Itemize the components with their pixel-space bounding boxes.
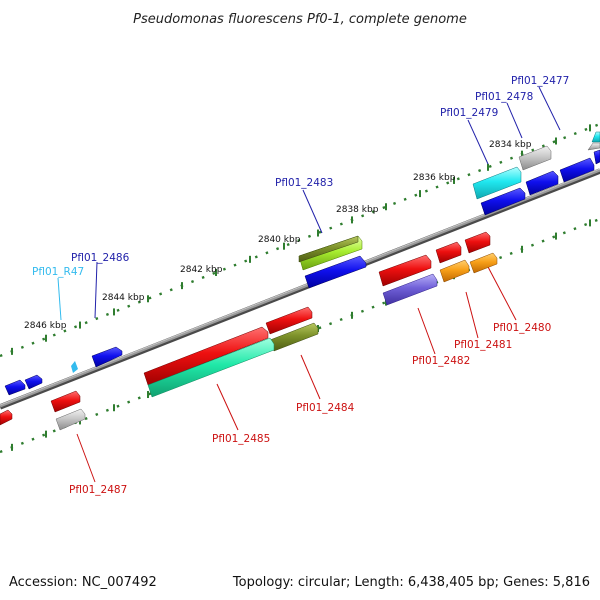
gene-2478-feature[interactable]	[518, 145, 552, 171]
label-leader-lines	[57, 86, 561, 483]
gene-small-blue-feature-1[interactable]	[4, 379, 26, 396]
gene-edge-blue-feature[interactable]	[593, 149, 600, 165]
genome-info-text: Topology: circular; Length: 6,438,405 bp…	[232, 575, 590, 590]
gene-2482-red-feature[interactable]	[378, 254, 432, 287]
scale-label-2846: 2846 kbp	[24, 321, 67, 331]
label-pfl01-2481[interactable]: Pfl01_2481	[454, 339, 512, 351]
scale-label-2834: 2834 kbp	[489, 140, 532, 150]
gene-labels: Pfl01_2477 Pfl01_2478 Pfl01_2479 Pfl01_2…	[32, 75, 569, 496]
gene-2483-olive-feature[interactable]	[298, 235, 359, 263]
gene-2483-feature[interactable]	[304, 255, 367, 289]
gene-2480-red-feature[interactable]	[464, 231, 491, 254]
gene-2479-feature[interactable]	[472, 166, 522, 200]
gene-small-blue-feature-2[interactable]	[24, 374, 43, 390]
scale-track-lower	[0, 217, 600, 454]
label-pfl01-2484[interactable]: Pfl01_2484	[296, 402, 355, 414]
gene-2486-feature[interactable]	[91, 346, 123, 368]
gene-2477-feature[interactable]	[591, 131, 600, 143]
gene-2478-gray-feature[interactable]	[587, 142, 600, 151]
label-pfl01-2483[interactable]: Pfl01_2483	[275, 177, 333, 189]
label-pfl01-r47[interactable]: Pfl01_R47	[32, 266, 84, 278]
scale-label-2840: 2840 kbp	[258, 235, 301, 245]
rna-r47-feature[interactable]	[71, 361, 78, 373]
label-pfl01-2480[interactable]: Pfl01_2480	[493, 322, 551, 334]
scale-label-2836: 2836 kbp	[413, 173, 456, 183]
gene-2484-red-feature[interactable]	[265, 306, 313, 335]
gene-2481-feature[interactable]	[439, 259, 470, 283]
scale-label-2844: 2844 kbp	[102, 293, 145, 303]
label-pfl01-2478[interactable]: Pfl01_2478	[475, 91, 533, 103]
label-pfl01-2486[interactable]: Pfl01_2486	[71, 252, 130, 264]
gene-2478-blue-feature[interactable]	[525, 170, 559, 196]
forward-strand-features	[4, 131, 600, 396]
gene-edge-red-feature[interactable]	[0, 409, 13, 426]
gene-2481-red-feature[interactable]	[435, 241, 462, 264]
label-pfl01-2479[interactable]: Pfl01_2479	[440, 107, 498, 119]
scale-track-upper	[0, 122, 600, 358]
label-pfl01-2485[interactable]: Pfl01_2485	[212, 433, 270, 445]
scale-label-2838: 2838 kbp	[336, 205, 379, 215]
label-pfl01-2477[interactable]: Pfl01_2477	[511, 75, 569, 87]
gene-2487-red-feature[interactable]	[50, 390, 81, 413]
gene-2479-blue-feature[interactable]	[480, 187, 526, 216]
gene-2480-feature[interactable]	[469, 252, 498, 274]
accession-text: Accession: NC_007492	[9, 575, 157, 590]
label-pfl01-2482[interactable]: Pfl01_2482	[412, 355, 470, 367]
gene-2487-feature[interactable]	[55, 408, 86, 431]
reverse-strand-features	[0, 231, 498, 431]
map-title: Pseudomonas fluorescens Pf0-1, complete …	[133, 12, 467, 27]
gene-2485-feature[interactable]	[147, 337, 275, 398]
gene-2477-blue-feature[interactable]	[559, 157, 595, 183]
gene-2485-red-feature[interactable]	[143, 326, 269, 386]
scale-label-2842: 2842 kbp	[180, 265, 223, 275]
label-pfl01-2487[interactable]: Pfl01_2487	[69, 484, 127, 496]
gene-2482-feature[interactable]	[382, 273, 438, 306]
scale-labels: 2834 kbp 2836 kbp 2838 kbp 2840 kbp 2842…	[24, 140, 532, 331]
